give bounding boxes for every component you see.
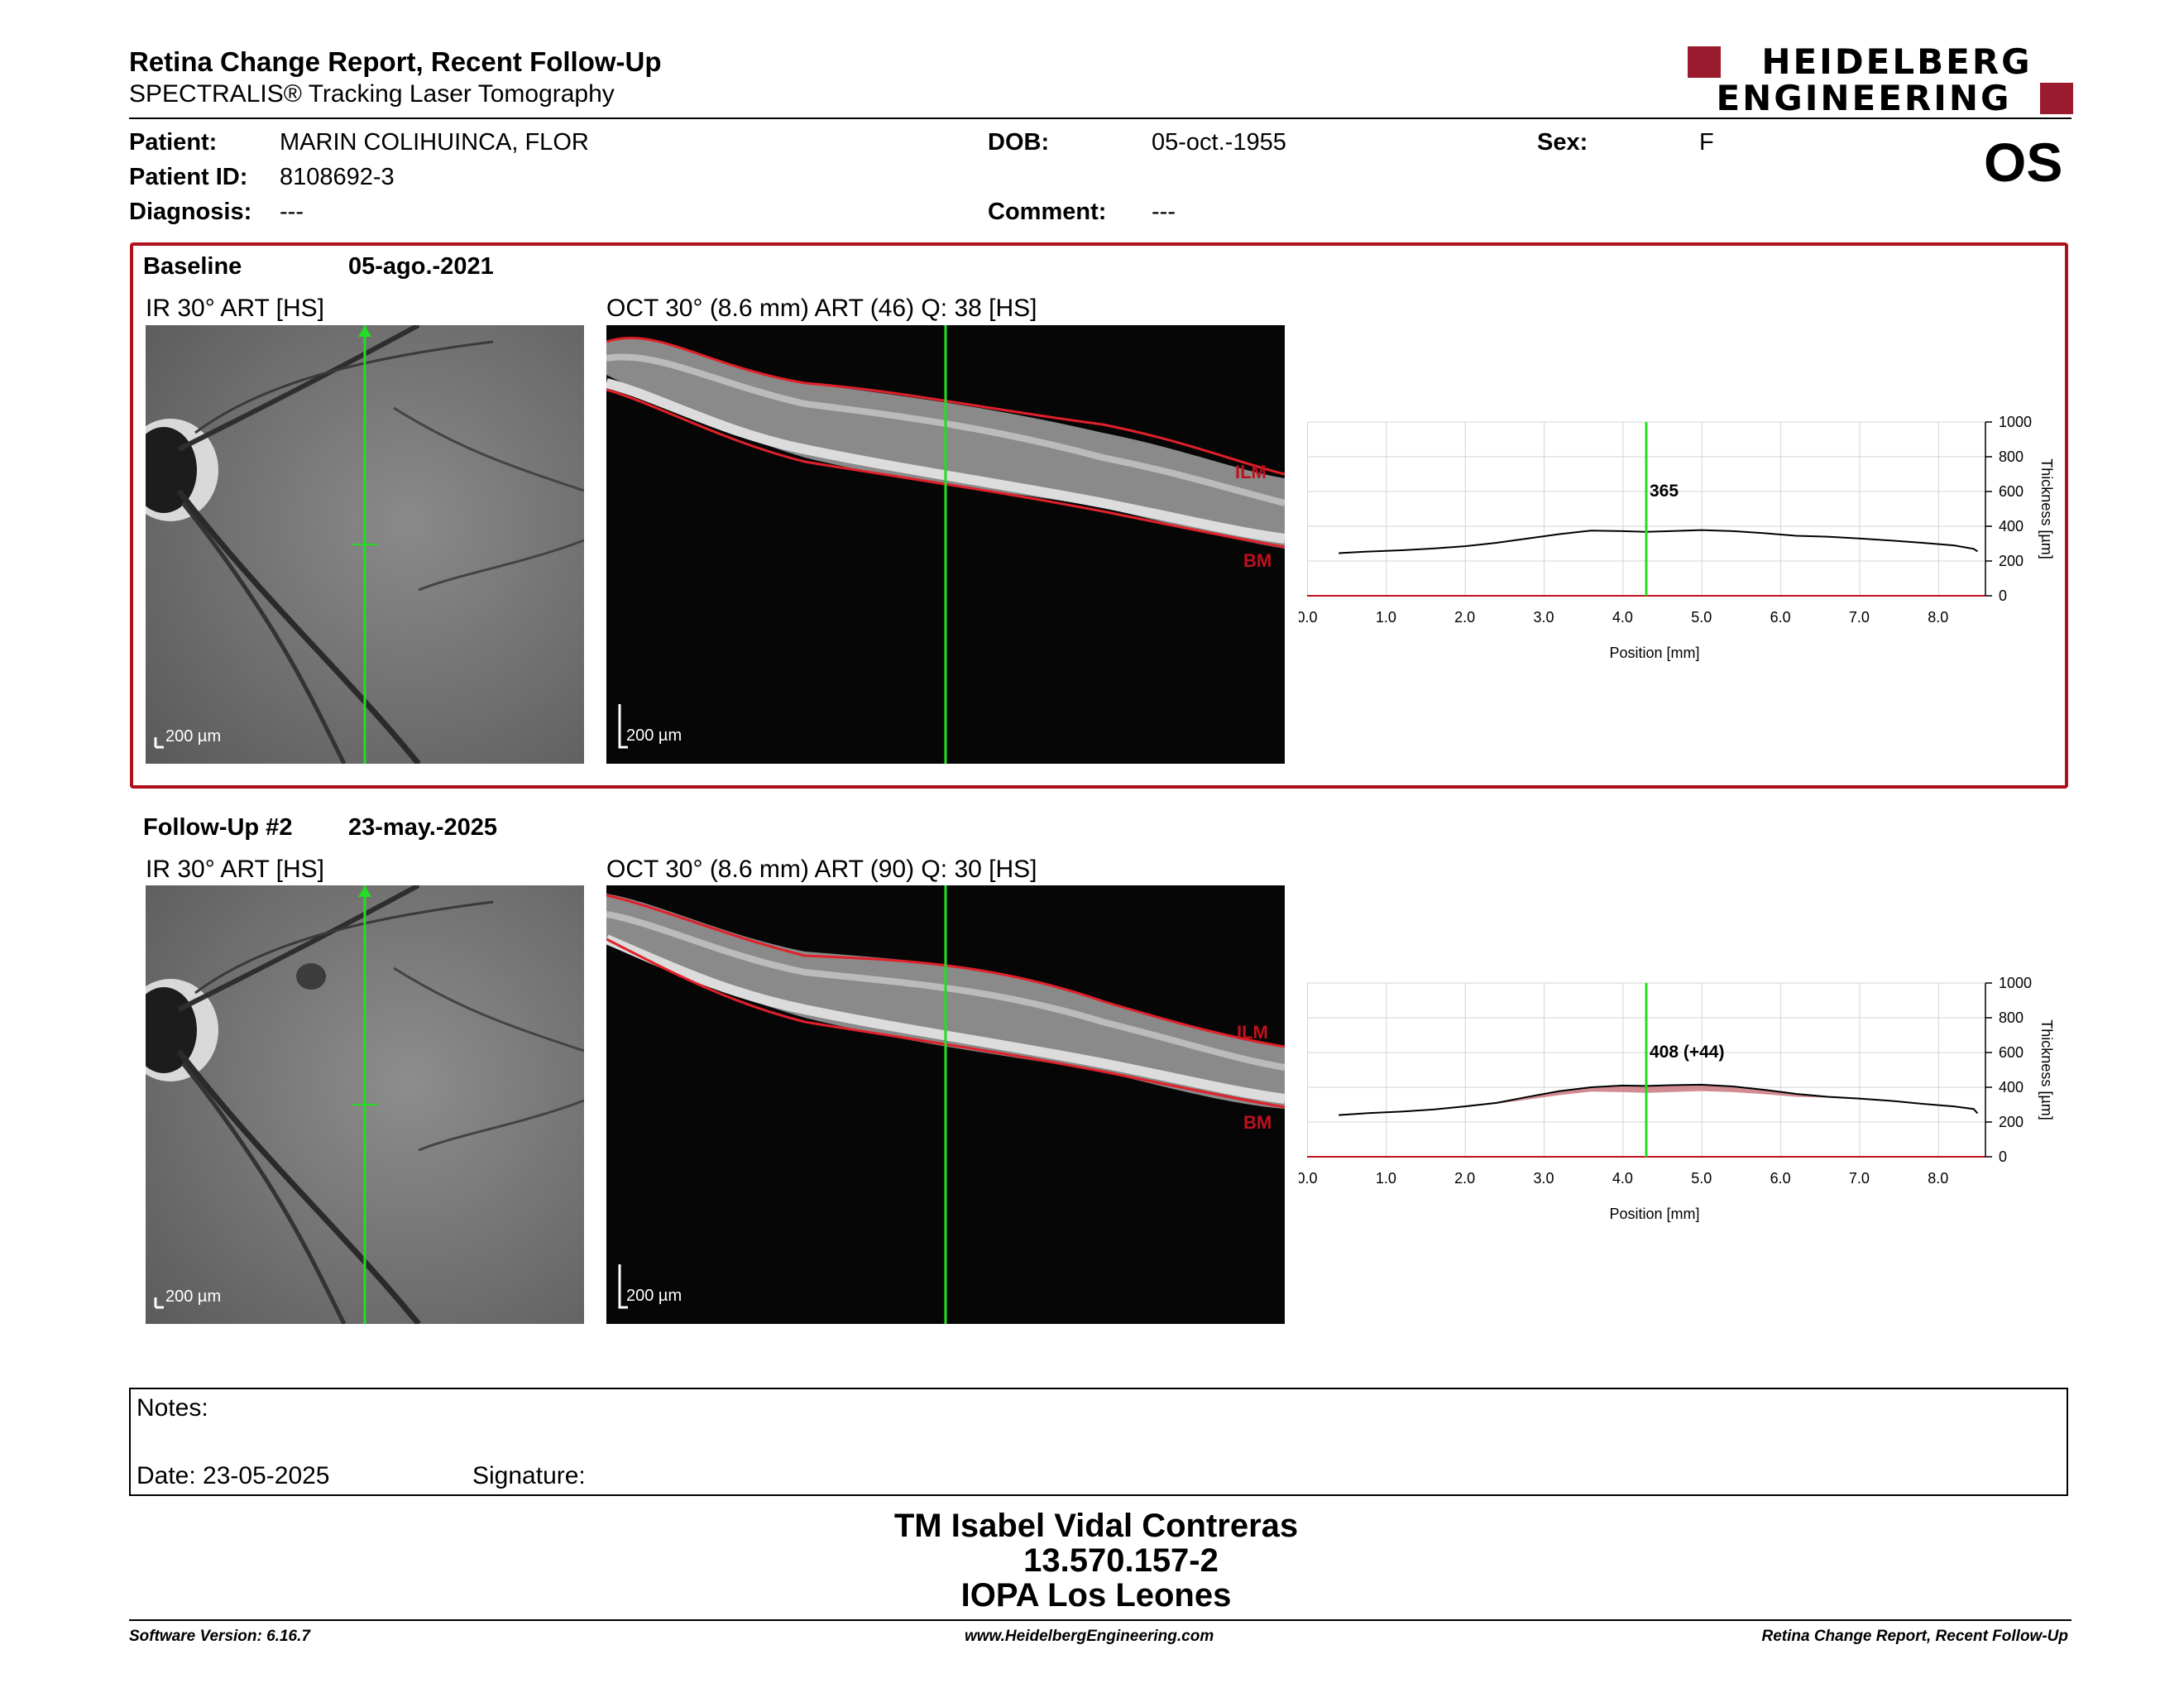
thickness-change-area: [1339, 1084, 1978, 1115]
footer-divider: [129, 1619, 2071, 1621]
patient-label: Patient:: [129, 129, 218, 156]
patient-id-label: Patient ID:: [129, 164, 248, 190]
notes-box[interactable]: Notes: Date: 23-05-2025 Signature:: [129, 1388, 2068, 1496]
x-tick-label: 5.0: [1691, 1170, 1712, 1187]
exam-name: Baseline: [143, 253, 242, 280]
x-tick-label: 4.0: [1612, 609, 1633, 626]
footer-report-name: Retina Change Report, Recent Follow-Up: [1761, 1628, 2068, 1645]
comment-value: ---: [1152, 199, 1176, 225]
logo-square-icon: [2040, 83, 2073, 114]
logo-line1: HEIDELBERG: [1761, 41, 2033, 82]
sex-label: Sex:: [1537, 129, 1588, 156]
notes-label: Notes:: [136, 1394, 208, 1422]
signatory-name: TM Isabel Vidal Contreras: [893, 1508, 1299, 1544]
oct-bscan-image: ILM BM 200 µm: [606, 885, 1285, 1324]
sex-value: F: [1699, 129, 1714, 156]
logo-square-icon: [1688, 46, 1721, 78]
ir-fundus-image: 200 µm: [146, 325, 584, 764]
bm-line: [606, 938, 1285, 1109]
diagnosis-label: Diagnosis:: [129, 199, 252, 225]
y-tick-label: 400: [1999, 518, 2024, 535]
ir-caption: IR 30° ART [HS]: [146, 295, 324, 322]
eye-laterality: OS: [1984, 132, 2063, 193]
signatory-id: 13.570.157-2: [1023, 1542, 1219, 1579]
x-tick-label: 8.0: [1928, 1170, 1948, 1187]
ir-fundus-image: 200 µm: [146, 885, 584, 1324]
scale-label: 200 µm: [626, 1287, 682, 1305]
x-tick-label: 1.0: [1376, 609, 1396, 626]
x-tick-label: 3.0: [1534, 1170, 1554, 1187]
x-tick-label: 0.0: [1299, 1170, 1318, 1187]
logo-line2: ENGINEERING: [1716, 78, 2012, 118]
thickness-chart: 0.0 1.0 2.0 3.0 4.0 5.0 6.0 7.0 8.0 0 200 400 600 800…: [1299, 975, 2055, 1222]
ilm-label: ILM: [1237, 1022, 1268, 1043]
report-title: Retina Change Report, Recent Follow-Up: [129, 46, 662, 77]
oct-caption: OCT 30° (8.6 mm) ART (46) Q: 38 [HS]: [606, 295, 1037, 322]
oct-caption: OCT 30° (8.6 mm) ART (90) Q: 30 [HS]: [606, 856, 1037, 883]
software-version: Software Version: 6.16.7: [129, 1628, 310, 1645]
x-axis-label: Position [mm]: [1609, 645, 1699, 661]
scale-label: 200 µm: [165, 1288, 221, 1306]
marker-value-label: 408 (+44): [1650, 1043, 1724, 1062]
patient-name: MARIN COLIHUINCA, FLOR: [280, 129, 589, 156]
scale-label: 200 µm: [165, 727, 221, 746]
y-tick-label: 0: [1999, 587, 2007, 604]
ilm-line: [606, 336, 1285, 476]
x-tick-label: 7.0: [1849, 1170, 1870, 1187]
y-tick-label: 1000: [1999, 975, 2032, 991]
x-tick-label: 6.0: [1770, 609, 1791, 626]
ilm-line: [606, 894, 1285, 1048]
diagnosis-value: ---: [280, 199, 304, 225]
y-tick-label: 600: [1999, 1044, 2024, 1061]
x-tick-label: 4.0: [1612, 1170, 1633, 1187]
website-link[interactable]: www.HeidelbergEngineering.com: [965, 1628, 1214, 1645]
oct-bscan-image: ILM BM 200 µm: [606, 325, 1285, 764]
y-tick-label: 600: [1999, 483, 2024, 500]
bm-label: BM: [1243, 1112, 1272, 1133]
y-axis-label: Thickness [µm]: [2038, 458, 2055, 559]
y-tick-label: 400: [1999, 1079, 2024, 1096]
comment-label: Comment:: [988, 199, 1107, 225]
x-tick-label: 1.0: [1376, 1170, 1396, 1187]
bm-label: BM: [1243, 550, 1272, 571]
bm-line: [606, 388, 1285, 549]
y-tick-label: 800: [1999, 448, 2024, 465]
y-tick-label: 200: [1999, 1114, 2024, 1130]
signature-label: Signature:: [472, 1462, 586, 1489]
patient-id: 8108692-3: [280, 164, 395, 190]
x-tick-label: 6.0: [1770, 1170, 1791, 1187]
x-tick-label: 0.0: [1299, 609, 1318, 626]
baseline-frame: [130, 242, 2068, 789]
marker-value-label: 365: [1650, 482, 1679, 501]
scale-label: 200 µm: [626, 727, 682, 745]
signatory-place: IOPA Los Leones: [960, 1577, 1232, 1614]
dob-value: 05-oct.-1955: [1152, 129, 1286, 156]
x-tick-label: 5.0: [1691, 609, 1712, 626]
exam-name: Follow-Up #2: [143, 814, 293, 841]
y-axis-label: Thickness [µm]: [2038, 1019, 2055, 1120]
report-subtitle: SPECTRALIS® Tracking Laser Tomography: [129, 80, 615, 108]
ilm-label: ILM: [1235, 462, 1267, 482]
x-tick-label: 2.0: [1454, 1170, 1475, 1187]
y-tick-label: 1000: [1999, 414, 2032, 430]
x-tick-label: 2.0: [1454, 609, 1475, 626]
header-divider: [129, 117, 2071, 119]
dob-label: DOB:: [988, 129, 1050, 156]
x-tick-label: 7.0: [1849, 609, 1870, 626]
ir-caption: IR 30° ART [HS]: [146, 856, 324, 883]
x-tick-label: 8.0: [1928, 609, 1948, 626]
thickness-chart: 0.0 1.0 2.0 3.0 4.0 5.0 6.0 7.0 8.0 0 200 400 600 800…: [1299, 414, 2055, 661]
y-tick-label: 200: [1999, 553, 2024, 569]
y-tick-label: 0: [1999, 1149, 2007, 1165]
x-tick-label: 3.0: [1534, 609, 1554, 626]
x-axis-label: Position [mm]: [1609, 1206, 1699, 1222]
thickness-line: [1339, 529, 1979, 554]
exam-date: 05-ago.-2021: [348, 253, 494, 280]
date-label: Date: 23-05-2025: [136, 1462, 330, 1489]
thickness-line: [1339, 1083, 1979, 1116]
y-tick-label: 800: [1999, 1009, 2024, 1026]
exam-date: 23-may.-2025: [348, 814, 498, 841]
